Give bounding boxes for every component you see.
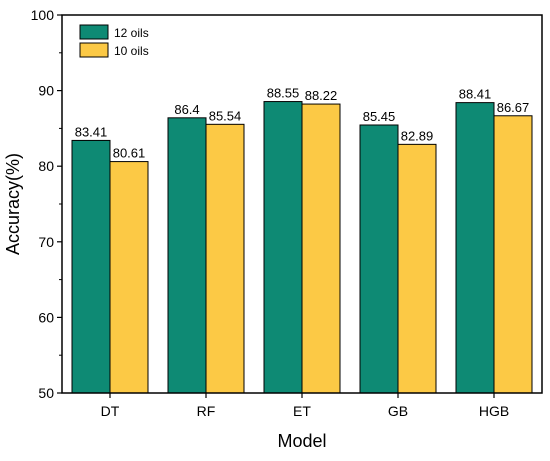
- bar-gb-12-oils: [359, 124, 399, 394]
- legend-swatch-10-oils: [79, 42, 109, 58]
- data-label-hgb-10-oils: 86.67: [497, 100, 530, 115]
- legend-label-10-oils: 10 oils: [114, 44, 149, 58]
- data-label-dt-10-oils: 80.61: [113, 146, 146, 161]
- data-label-rf-12-oils: 86.4: [174, 102, 199, 117]
- data-label-et-12-oils: 88.55: [267, 86, 300, 101]
- y-tick-label-50: 50: [38, 385, 54, 401]
- bar-hgb-12-oils: [455, 102, 495, 394]
- bars-layer: [71, 101, 533, 394]
- bar-rf-10-oils: [205, 123, 245, 394]
- legend-label-12-oils: 12 oils: [114, 26, 149, 40]
- y-tick-label-60: 60: [38, 309, 54, 325]
- y-tick-label-100: 100: [31, 7, 55, 23]
- x-tick-label-rf: RF: [197, 403, 216, 419]
- plot-frame: [61, 14, 543, 394]
- bar-et-10-oils: [301, 103, 341, 394]
- bar-et-12-oils: [263, 101, 303, 394]
- y-axis-title: Accuracy(%): [3, 153, 23, 255]
- data-labels-layer: 83.41 80.61 86.4 85.54 88.55 88.22 85.45 82.89 8…: [75, 86, 530, 161]
- data-label-gb-10-oils: 82.89: [401, 128, 434, 143]
- x-axis-title: Model: [277, 431, 326, 451]
- bar-dt-10-oils: [109, 161, 149, 394]
- data-label-gb-12-oils: 85.45: [363, 109, 396, 124]
- y-tick-label-70: 70: [38, 234, 54, 250]
- data-label-rf-10-oils: 85.54: [209, 108, 242, 123]
- bar-rf-12-oils: [167, 117, 207, 394]
- data-label-et-10-oils: 88.22: [305, 88, 338, 103]
- ticks-layer: DT RF ET GB HGB 50 60 70 80 90 100: [31, 7, 510, 419]
- legend-swatch-12-oils: [79, 24, 109, 40]
- bar-gb-10-oils: [397, 143, 437, 394]
- bar-dt-12-oils: [71, 139, 111, 394]
- data-label-dt-12-oils: 83.41: [75, 124, 108, 139]
- bar-hgb-10-oils: [493, 115, 533, 394]
- x-tick-label-et: ET: [293, 403, 311, 419]
- x-tick-label-gb: GB: [388, 403, 408, 419]
- y-tick-label-90: 90: [38, 83, 54, 99]
- legend: 12 oils 10 oils: [79, 24, 149, 58]
- x-tick-label-hgb: HGB: [479, 403, 509, 419]
- y-tick-label-80: 80: [38, 158, 54, 174]
- data-label-hgb-12-oils: 88.41: [459, 87, 492, 102]
- x-tick-label-dt: DT: [101, 403, 120, 419]
